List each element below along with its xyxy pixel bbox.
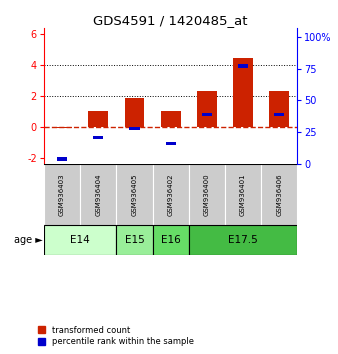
Bar <box>197 91 217 127</box>
Bar <box>57 158 67 161</box>
Bar <box>238 64 248 68</box>
Bar <box>269 91 289 127</box>
Bar <box>44 225 116 255</box>
Bar <box>225 164 261 225</box>
Bar <box>116 164 152 225</box>
Text: GSM936400: GSM936400 <box>204 173 210 216</box>
Bar <box>202 113 212 116</box>
Bar <box>274 113 284 116</box>
Text: age ►: age ► <box>15 235 43 245</box>
Text: E15: E15 <box>125 235 144 245</box>
Bar <box>161 112 180 127</box>
Text: GSM936401: GSM936401 <box>240 173 246 216</box>
Text: E17.5: E17.5 <box>228 235 258 245</box>
Bar <box>152 225 189 255</box>
Bar <box>93 136 103 139</box>
Bar <box>189 225 297 255</box>
Text: E14: E14 <box>70 235 90 245</box>
Bar <box>124 98 144 127</box>
Bar <box>80 164 116 225</box>
Bar <box>88 112 108 127</box>
Bar <box>166 142 176 145</box>
Text: GSM936404: GSM936404 <box>95 173 101 216</box>
Text: GSM936402: GSM936402 <box>168 173 174 216</box>
Bar <box>116 225 152 255</box>
Bar <box>261 164 297 225</box>
Bar <box>152 164 189 225</box>
Title: GDS4591 / 1420485_at: GDS4591 / 1420485_at <box>93 14 248 27</box>
Text: GSM936403: GSM936403 <box>59 173 65 216</box>
Bar <box>233 58 253 127</box>
Text: E16: E16 <box>161 235 180 245</box>
Bar <box>44 164 80 225</box>
Bar <box>129 127 140 130</box>
Text: GSM936406: GSM936406 <box>276 173 282 216</box>
Bar <box>189 164 225 225</box>
Legend: transformed count, percentile rank within the sample: transformed count, percentile rank withi… <box>38 326 194 346</box>
Text: GSM936405: GSM936405 <box>131 173 138 216</box>
